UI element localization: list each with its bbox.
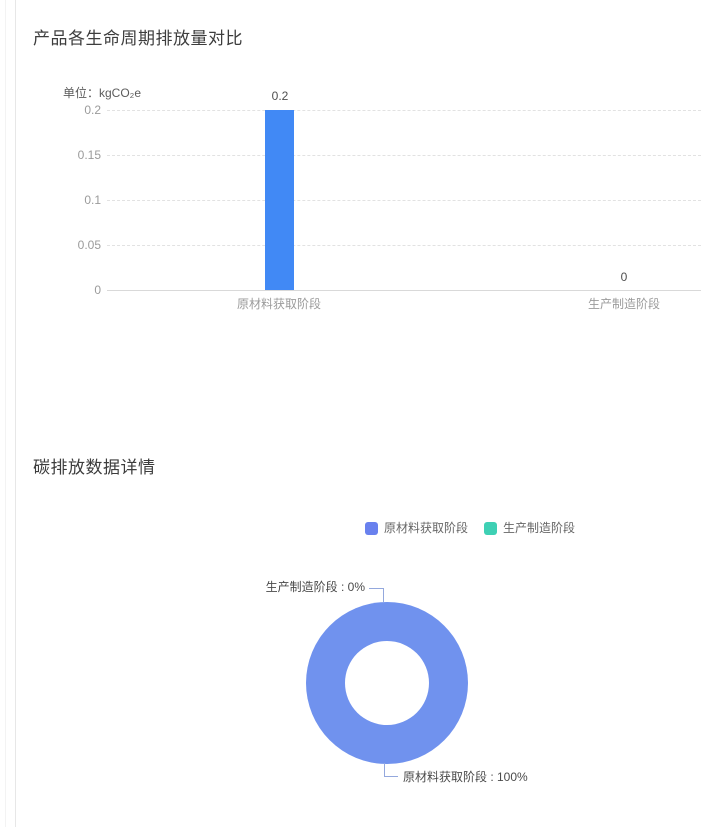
- callout-line: [384, 776, 398, 777]
- pie-section-title: 碳排放数据详情: [33, 458, 156, 477]
- bar-section-title: 产品各生命周期排放量对比: [33, 29, 243, 48]
- x-category-manufacturing: 生产制造阶段: [587, 297, 660, 311]
- x-axis-line: [107, 290, 701, 291]
- gridline: [107, 110, 701, 111]
- legend-swatch-blue: [365, 521, 378, 535]
- donut-hole: [345, 641, 429, 725]
- gridline: [107, 155, 701, 156]
- y-tick-0-05: 0.05: [77, 238, 101, 252]
- callout-raw-material: 原材料获取阶段 : 100%: [403, 770, 528, 784]
- legend-item-manufacturing[interactable]: 生产制造阶段: [484, 521, 575, 535]
- legend-item-raw-material[interactable]: 原材料获取阶段: [365, 521, 468, 535]
- bar-raw-material[interactable]: [265, 110, 294, 290]
- unit-label: 单位：kgCO₂e: [63, 86, 142, 100]
- bar-value-label: 0: [620, 270, 628, 284]
- callout-line: [384, 763, 385, 776]
- gridline: [107, 245, 701, 246]
- callout-line: [369, 588, 384, 589]
- x-category-raw-material: 原材料获取阶段: [236, 297, 321, 311]
- callout-manufacturing: 生产制造阶段 : 0%: [265, 580, 365, 594]
- donut-slice-raw-material[interactable]: [306, 602, 468, 764]
- bar-value-label: 0.2: [271, 89, 289, 103]
- y-tick-0-15: 0.15: [77, 148, 101, 162]
- gridline: [107, 200, 701, 201]
- legend-label: 原材料获取阶段: [384, 521, 469, 535]
- legend-label: 生产制造阶段: [503, 521, 576, 535]
- callout-line: [383, 588, 384, 602]
- legend-swatch-teal: [484, 521, 498, 535]
- y-tick-0-2: 0.2: [84, 103, 101, 117]
- left-divider-outer: [5, 0, 6, 827]
- pie-legend: 原材料获取阶段 生产制造阶段: [365, 521, 575, 535]
- y-tick-0: 0: [94, 283, 101, 297]
- y-tick-0-1: 0.1: [84, 193, 101, 207]
- left-divider: [15, 0, 16, 827]
